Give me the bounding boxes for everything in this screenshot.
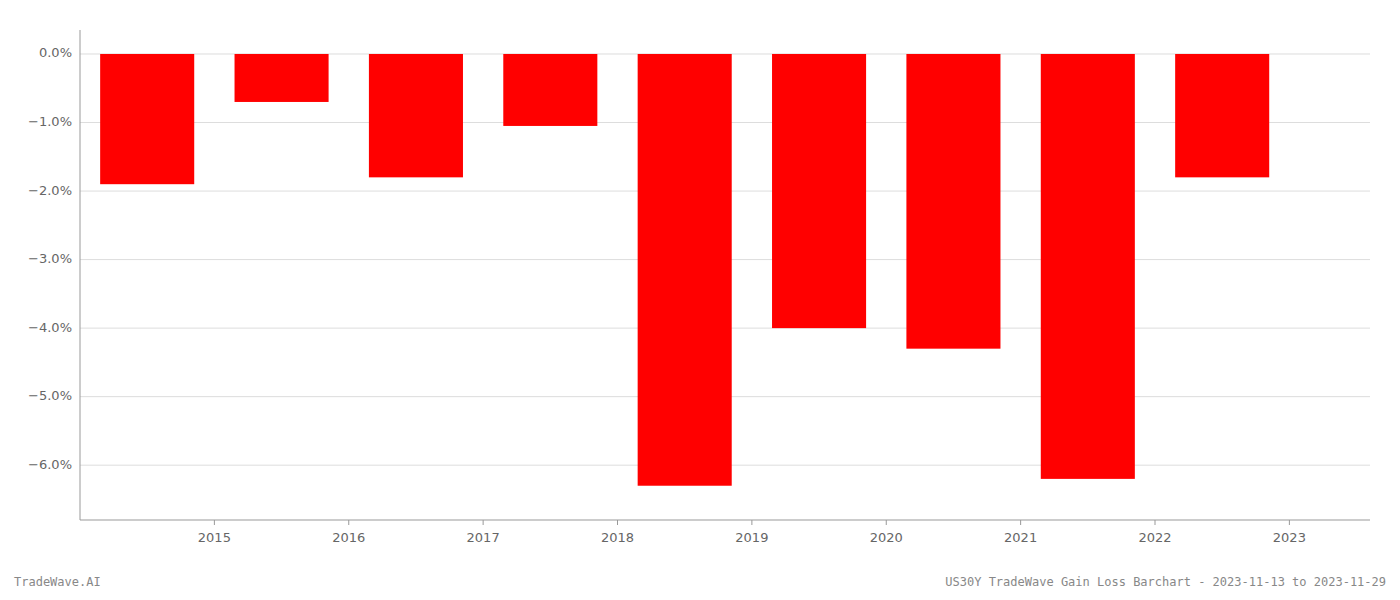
x-tick <box>1020 520 1021 525</box>
bar <box>638 54 732 486</box>
x-tick <box>751 520 752 525</box>
bar <box>1041 54 1135 479</box>
y-tick-labels: 0.0% −1.0% −2.0% −3.0% −4.0% −5.0% −6.0% <box>28 45 72 471</box>
x-tick-label: 2020 <box>870 530 903 545</box>
x-tick-label: 2015 <box>198 530 231 545</box>
footer-annotation: TradeWave.AI <box>14 575 101 589</box>
y-tick-label: −1.0% <box>28 114 72 129</box>
x-tick-label: 2023 <box>1273 530 1306 545</box>
chart-container: 0.0%−1.0%−2.0%−3.0%−4.0%−5.0%−6.0%201520… <box>0 0 1400 600</box>
x-tick <box>1155 520 1156 525</box>
x-tick-label: 2017 <box>467 530 500 545</box>
x-tick-label: 2022 <box>1138 530 1171 545</box>
y-tick-label: 0.0% <box>39 45 72 60</box>
x-tick <box>617 520 618 525</box>
x-tick <box>214 520 215 525</box>
bars <box>100 54 1269 486</box>
y-tick-label: −4.0% <box>28 320 72 335</box>
chart-svg: 0.0%−1.0%−2.0%−3.0%−4.0%−5.0%−6.0%201520… <box>0 0 1400 600</box>
title: US30Y TradeWave Gain Loss Barchart - 202… <box>945 575 1386 589</box>
bar <box>772 54 866 328</box>
bar <box>906 54 1000 349</box>
y-axis-line <box>80 30 81 520</box>
x-tick-label: 2018 <box>601 530 634 545</box>
x-tick-label: 2016 <box>332 530 365 545</box>
bar <box>235 54 329 102</box>
x-tick <box>1289 520 1290 525</box>
bar <box>100 54 194 184</box>
y-tick-label: −6.0% <box>28 457 72 472</box>
bar <box>369 54 463 177</box>
y-tick-label: −5.0% <box>28 388 72 403</box>
y-tick-label: −2.0% <box>28 183 72 198</box>
x-tick-label: 2019 <box>735 530 768 545</box>
y-tick-label: −3.0% <box>28 251 72 266</box>
x-axis-line <box>80 520 1370 521</box>
x-tick <box>886 520 887 525</box>
bar <box>1175 54 1269 177</box>
x-tick-label: 2021 <box>1004 530 1037 545</box>
x-tick <box>483 520 484 525</box>
bar <box>503 54 597 126</box>
x-ticks: 2015 2016 2017 2018 2019 2020 2021 2022 2023 <box>198 520 1306 545</box>
x-tick <box>348 520 349 525</box>
